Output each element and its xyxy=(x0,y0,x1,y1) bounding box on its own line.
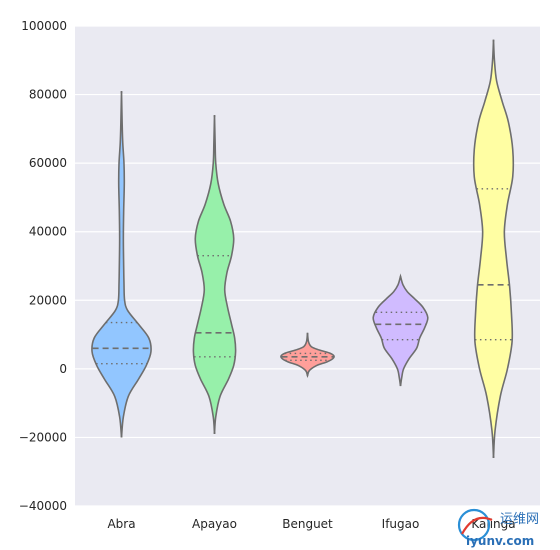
violin-body xyxy=(91,91,152,438)
y-tick-label: −40000 xyxy=(19,499,67,513)
x-tick-label: Apayao xyxy=(192,517,237,531)
watermark-text-url: iyunv.com xyxy=(466,534,534,548)
violin-apayao xyxy=(192,115,237,435)
violins xyxy=(91,39,515,459)
watermark-logo-swoosh xyxy=(461,516,493,535)
x-tick-label: Ifugao xyxy=(382,517,420,531)
violin-body xyxy=(192,115,237,435)
violin-benguet xyxy=(280,332,335,379)
violin-ifugao xyxy=(372,273,429,387)
plot-background xyxy=(75,26,540,506)
y-axis-tick-labels: −40000 −20000 0 20000 40000 60000 80000 100000 xyxy=(19,19,67,513)
x-tick-label: Benguet xyxy=(282,517,333,531)
y-tick-label: 20000 xyxy=(29,293,67,307)
watermark-text-cn: 运维网 xyxy=(500,512,539,527)
violin-body xyxy=(472,39,515,459)
x-tick-label: Kalinga xyxy=(471,517,515,531)
y-tick-label: 80000 xyxy=(29,88,67,102)
y-tick-label: 100000 xyxy=(21,19,67,33)
violin-abra xyxy=(91,91,152,438)
watermark-logo: 运维网 iyunv.com xyxy=(457,508,539,548)
x-axis-tick-labels: Abra Apayao Benguet Ifugao Kalinga xyxy=(107,517,515,531)
y-tick-label: 0 xyxy=(59,362,67,376)
y-tick-label: −20000 xyxy=(19,430,67,444)
watermark-logo-ring xyxy=(457,508,491,542)
y-tick-label: 40000 xyxy=(29,225,67,239)
violin-kalinga xyxy=(472,39,515,459)
y-tick-label: 60000 xyxy=(29,156,67,170)
x-tick-label: Abra xyxy=(107,517,135,531)
